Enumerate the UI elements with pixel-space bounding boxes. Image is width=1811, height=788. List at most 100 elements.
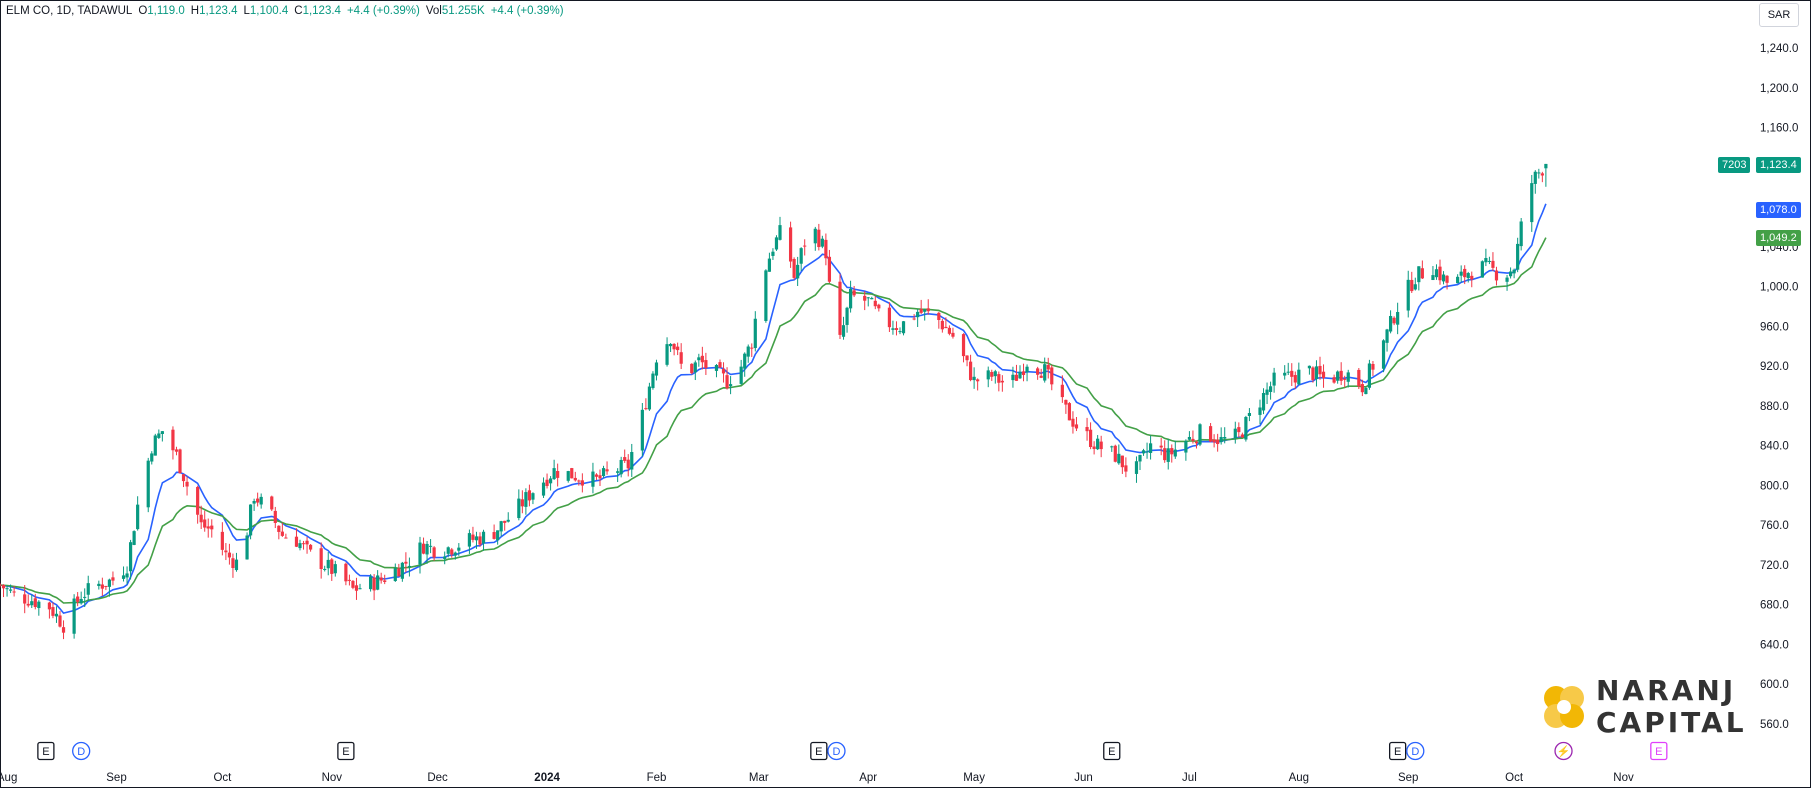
candle-body (1191, 438, 1195, 441)
candle-body (368, 576, 373, 590)
candle-body (407, 565, 412, 567)
candle-body (83, 596, 87, 598)
candle (912, 314, 916, 321)
earnings-event-icon[interactable]: E (810, 741, 828, 761)
candle (792, 257, 796, 280)
candle (654, 359, 659, 381)
candle (301, 540, 306, 550)
naranj-capital-logo: NARANJ CAPITAL (1540, 672, 1745, 740)
change-value: +4.4 (+0.39%) (346, 5, 420, 17)
candle-body (1074, 424, 1079, 429)
candle (26, 594, 30, 608)
candle (47, 601, 52, 619)
x-tick-label: May (963, 772, 985, 784)
candle-body (916, 311, 920, 318)
earnings-event-icon[interactable]: E (1103, 741, 1121, 761)
candle (1441, 271, 1446, 285)
candle (866, 296, 870, 307)
ma-slow-tag: 1,049.2 (1756, 230, 1801, 246)
candle (548, 476, 553, 491)
dividend-event-icon[interactable]: D (72, 741, 91, 761)
candle (259, 493, 263, 509)
candle (1406, 270, 1410, 318)
candle-body (1487, 260, 1492, 262)
candle-body (351, 580, 355, 588)
candle (1357, 367, 1361, 390)
candle-body (838, 281, 842, 335)
candle-body (284, 537, 288, 539)
candle-body (1406, 279, 1410, 311)
earnings-event-icon[interactable]: E (1650, 741, 1668, 761)
candle-body (1392, 317, 1396, 324)
candle (1018, 365, 1022, 380)
earnings-event-icon[interactable]: E (337, 741, 355, 761)
candle-body (54, 613, 59, 617)
candle-body (912, 318, 916, 320)
split-event-icon[interactable]: ⚡ (1554, 741, 1573, 761)
currency-button[interactable]: SAR (1759, 3, 1799, 27)
dividend-event-icon[interactable]: D (1406, 741, 1425, 761)
candle (668, 343, 673, 353)
x-tick-label: Oct (1505, 772, 1524, 784)
candle (1141, 448, 1146, 456)
candle-body (196, 486, 200, 515)
candle-body (1163, 448, 1167, 461)
candle-body (799, 248, 803, 264)
candle (467, 529, 472, 554)
candle-body (1438, 266, 1442, 281)
earnings-event-icon[interactable]: E (1388, 741, 1407, 761)
candle (30, 594, 34, 609)
candle (121, 566, 126, 582)
candle-body (997, 374, 1001, 383)
candle (796, 256, 800, 287)
candle-body (746, 346, 750, 357)
candle-body (1346, 372, 1350, 382)
candle-body (1537, 172, 1541, 174)
svg-text:⚡: ⚡ (1557, 745, 1571, 758)
candle-body (61, 627, 66, 633)
candle (1487, 256, 1492, 265)
candle-body (5, 588, 9, 590)
candle (1071, 411, 1075, 434)
candle (1170, 444, 1174, 463)
candle (623, 449, 627, 463)
candle (1364, 387, 1368, 395)
candle-body (227, 552, 232, 558)
candle-body (1085, 427, 1089, 432)
candle-body (965, 355, 969, 361)
candle-body (1018, 371, 1022, 379)
candle-body (1043, 364, 1047, 381)
candle (210, 519, 214, 538)
candle (799, 247, 803, 271)
candle (1247, 408, 1252, 422)
candle-body (178, 449, 182, 474)
candle-body (1166, 448, 1170, 462)
candle (234, 552, 239, 572)
candle-body (1385, 329, 1389, 343)
candle-body (125, 573, 129, 578)
candle-body (718, 362, 722, 368)
candle (1463, 265, 1467, 285)
candle (51, 602, 55, 619)
candle (5, 585, 9, 597)
candle-body (626, 459, 630, 469)
candle-body (1318, 365, 1322, 375)
candle-body (12, 591, 16, 593)
dividend-event-icon[interactable]: D (827, 741, 846, 761)
ma-slow-line (0, 237, 1547, 604)
candle-body (1293, 375, 1297, 383)
candle-body (1431, 275, 1435, 281)
candle-body (944, 326, 948, 329)
candle-body (753, 318, 757, 348)
candle (552, 459, 556, 481)
earnings-event-icon[interactable]: E (37, 741, 55, 761)
candle-body (651, 373, 655, 389)
candle (877, 303, 881, 312)
candle-body (1159, 445, 1163, 448)
candle-body (750, 347, 754, 349)
candle-body (1064, 399, 1068, 405)
candle (647, 382, 652, 411)
candle-body (668, 343, 673, 347)
candle-body (524, 492, 528, 507)
